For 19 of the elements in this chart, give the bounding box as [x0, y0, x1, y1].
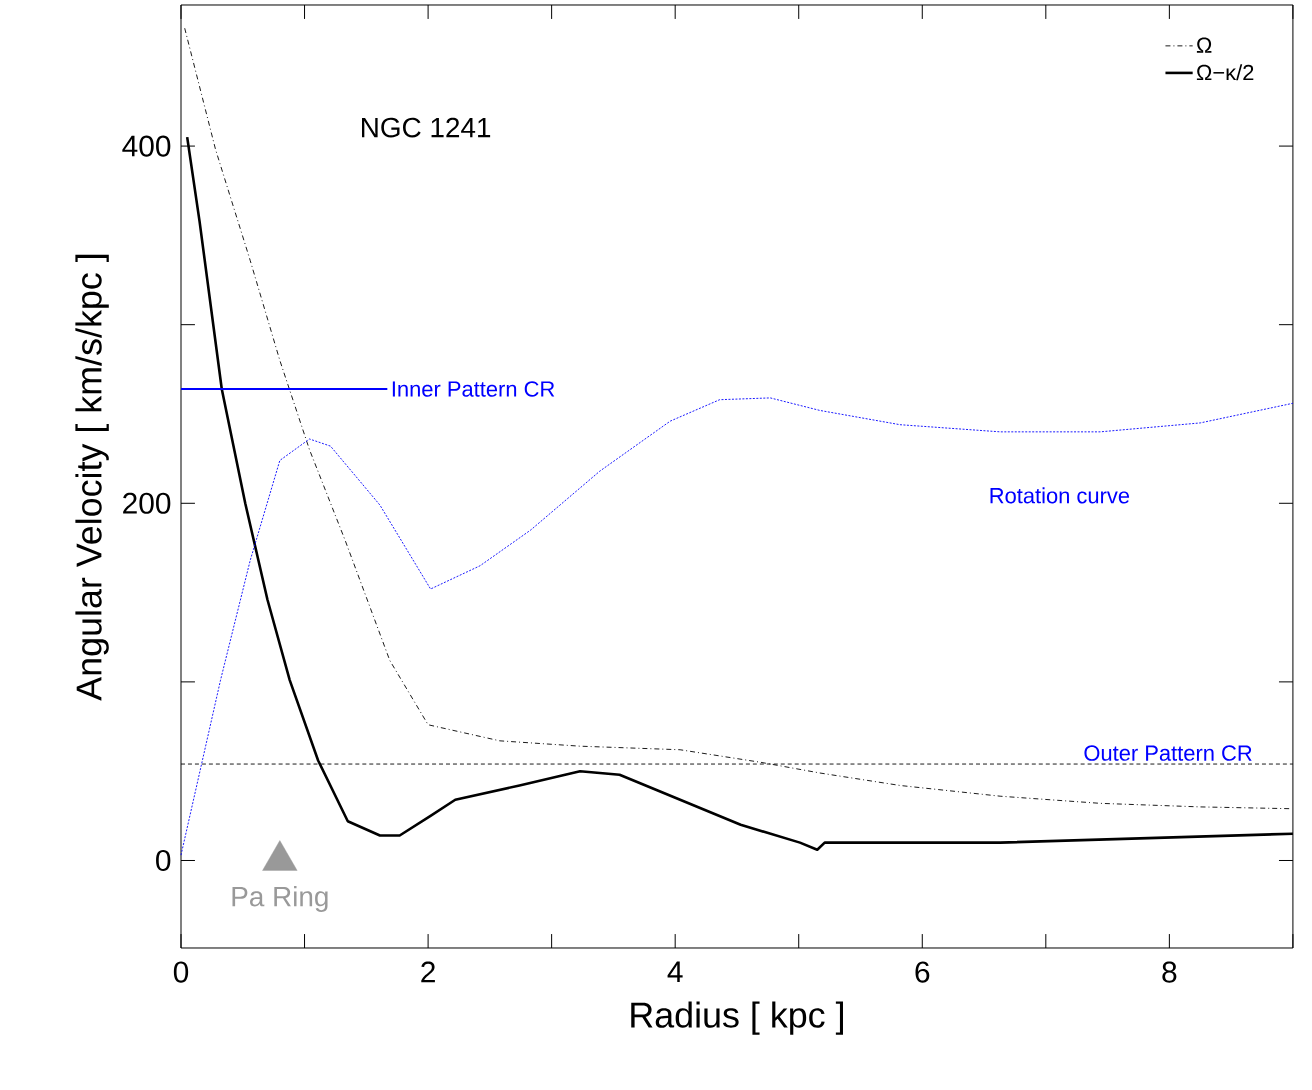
annotation: NGC 1241	[362, 117, 491, 138]
legend-label: Ω	[1196, 37, 1212, 53]
y-axis-title: Angular Velocity [ km/s/kpc ]	[75, 254, 109, 701]
series-label: Pa Ring	[232, 886, 328, 912]
x-tick-label: 2	[421, 961, 435, 983]
x-axis-title: Radius [ kpc ]	[631, 1001, 843, 1035]
legend-label: Ω−κ/2	[1196, 64, 1254, 81]
text: Rotation curve	[990, 487, 1130, 504]
line-series	[180, 397, 1294, 856]
line-series	[184, 27, 1291, 810]
y-tick-label: 0	[156, 849, 171, 872]
y-tick-label: 200	[123, 492, 171, 514]
x-tick-label: 6	[915, 961, 930, 983]
y-tick-label: 400	[122, 135, 171, 157]
x-tick-label: 8	[1162, 961, 1177, 983]
x-tick-label: 0	[173, 961, 189, 983]
ref-line-label: Outer Pattern CR	[1084, 745, 1252, 761]
x-tick-label: 4	[667, 961, 683, 983]
series-label: Inner Pattern CR	[392, 381, 555, 397]
